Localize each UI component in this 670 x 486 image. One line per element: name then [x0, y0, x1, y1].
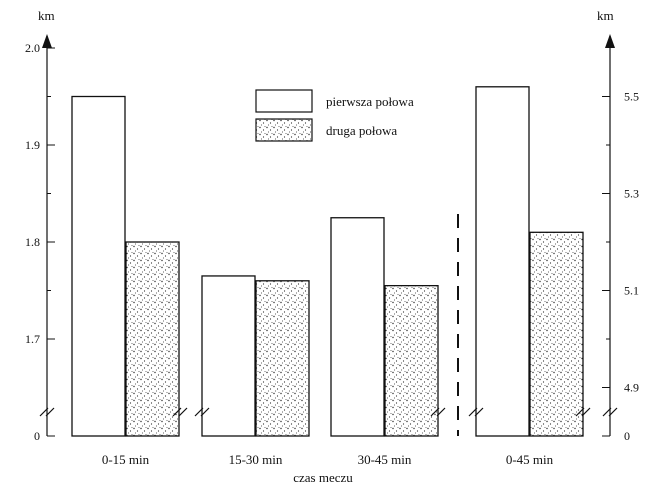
break-mark — [468, 407, 478, 417]
break-mark — [436, 407, 446, 417]
bar-first-half — [71, 95, 126, 437]
break-mark — [575, 407, 585, 417]
break-mark — [608, 407, 618, 417]
right-axis-ticks: 0 4.9 5.1 5.3 5.5 — [602, 90, 639, 443]
category-label: 0-45 min — [506, 452, 554, 467]
axis-break-marks — [39, 407, 618, 417]
bar-second-half — [384, 284, 439, 437]
left-tick-label: 2.0 — [25, 41, 40, 55]
x-axis-title: czas meczu — [293, 470, 353, 485]
break-mark — [172, 407, 182, 417]
break-mark — [602, 407, 612, 417]
legend-label-second-half: druga połowa — [326, 123, 397, 138]
bar-second-half — [529, 231, 584, 437]
right-axis-unit: km — [597, 8, 614, 23]
legend-swatch-first-half — [255, 89, 313, 113]
left-axis-unit: km — [38, 8, 55, 23]
right-tick-label: 5.5 — [624, 90, 639, 104]
left-axis-ticks: 0 1.7 1.8 1.9 2.0 — [25, 41, 55, 443]
bar-second-half — [255, 280, 310, 437]
right-axis-arrow — [605, 34, 615, 48]
right-tick-label: 5.3 — [624, 187, 639, 201]
bar-second-half — [125, 241, 180, 437]
break-mark — [430, 407, 440, 417]
break-mark — [194, 407, 204, 417]
left-tick-label: 1.8 — [25, 235, 40, 249]
left-axis-arrow — [42, 34, 52, 48]
left-tick-label: 1.9 — [25, 138, 40, 152]
legend: pierwsza połowa druga połowa — [255, 89, 414, 142]
break-mark — [45, 407, 55, 417]
right-tick-label: 4.9 — [624, 381, 639, 395]
category-label: 30-45 min — [358, 452, 412, 467]
bar-groups — [71, 86, 584, 437]
category-label: 0-15 min — [102, 452, 150, 467]
left-tick-label: 0 — [34, 429, 40, 443]
break-mark — [200, 407, 210, 417]
category-label: 15-30 min — [229, 452, 283, 467]
break-mark — [178, 407, 188, 417]
bar-first-half — [475, 86, 530, 437]
right-tick-label: 0 — [624, 429, 630, 443]
right-tick-label: 5.1 — [624, 284, 639, 298]
break-mark — [581, 407, 591, 417]
legend-label-first-half: pierwsza połowa — [326, 94, 414, 109]
break-mark — [39, 407, 49, 417]
left-tick-label: 1.7 — [25, 332, 40, 346]
category-labels: 0-15 min 15-30 min 30-45 min 0-45 min — [102, 452, 554, 467]
bar-first-half — [201, 275, 256, 437]
bar-first-half — [330, 217, 385, 437]
break-mark — [474, 407, 484, 417]
legend-swatch-second-half — [255, 118, 313, 142]
